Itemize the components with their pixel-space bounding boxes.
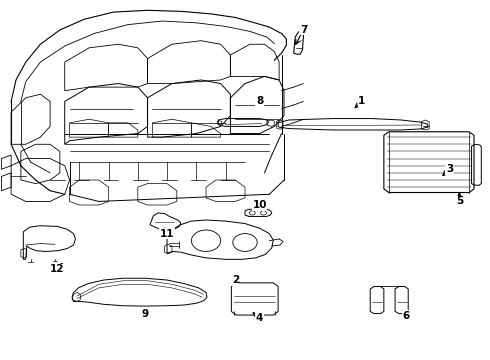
Text: 4: 4: [256, 312, 263, 323]
Text: 1: 1: [358, 96, 366, 107]
Text: 5: 5: [456, 197, 463, 206]
Text: 6: 6: [402, 311, 410, 321]
Text: 10: 10: [252, 200, 267, 210]
Text: 11: 11: [160, 229, 174, 239]
Text: 7: 7: [300, 25, 307, 35]
Text: 2: 2: [232, 275, 239, 285]
Text: 12: 12: [50, 264, 65, 274]
Text: 3: 3: [446, 164, 453, 174]
Text: 9: 9: [142, 309, 148, 319]
Text: 8: 8: [256, 96, 263, 107]
